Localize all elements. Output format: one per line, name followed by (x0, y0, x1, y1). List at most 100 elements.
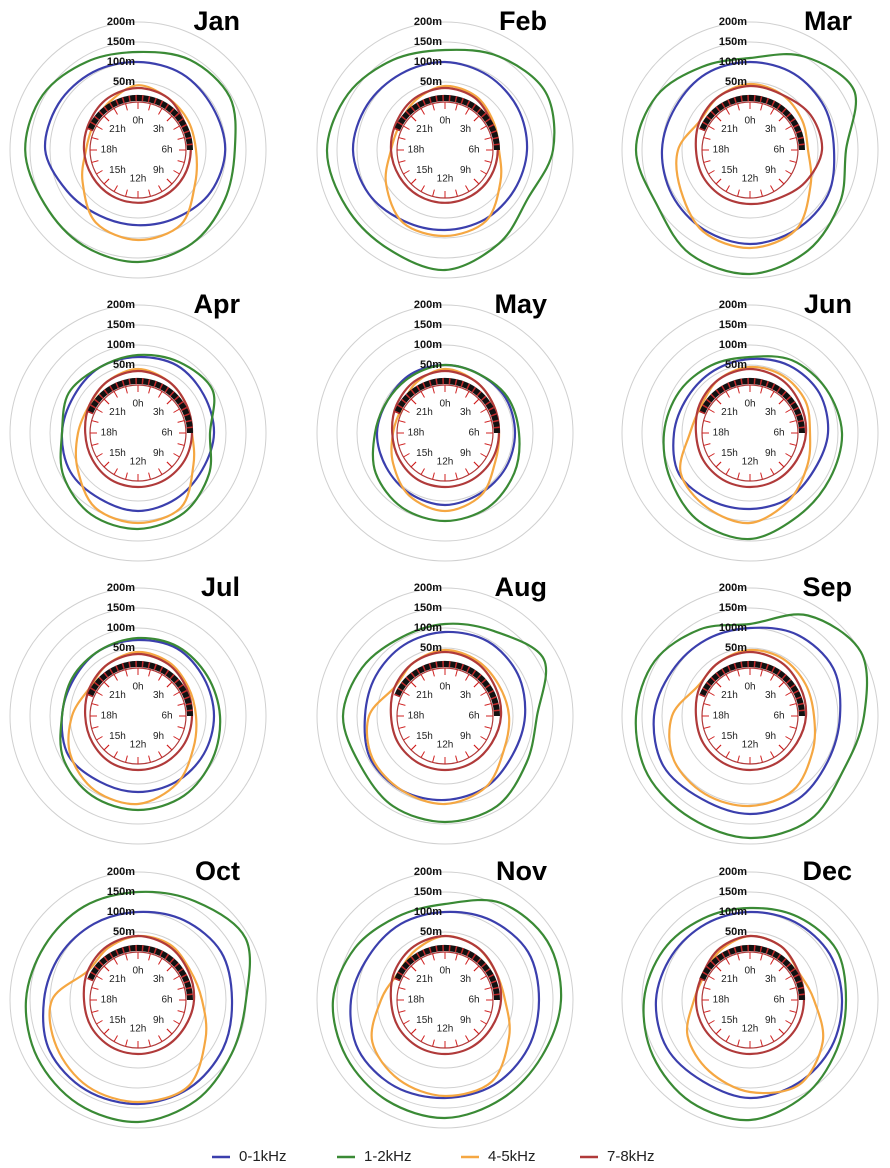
series-line: 0-1kHz (652, 626, 842, 816)
hour-tick (410, 744, 417, 751)
hour-tick-minor (708, 170, 715, 175)
hour-tick (103, 1028, 110, 1035)
hour-tick-minor (158, 751, 163, 758)
hour-label: 6h (773, 145, 784, 156)
hour-tick-minor (177, 703, 185, 706)
hour-label: 21h (109, 124, 126, 135)
hour-tick-minor (480, 125, 487, 130)
hour-label: 9h (765, 448, 776, 459)
hour-label: 21h (416, 407, 433, 418)
hour-tick-minor (398, 160, 406, 163)
radial-label: 200m (414, 299, 442, 311)
grid-circle (681, 364, 819, 502)
radial-label: 100m (107, 56, 135, 68)
hour-label: 12h (742, 1024, 759, 1035)
grid-circle (9, 21, 267, 279)
series-line: 1-2kHz (325, 48, 556, 272)
hour-label: 3h (460, 407, 471, 418)
grid-circle (9, 871, 267, 1129)
hour-tick (103, 115, 110, 122)
legend-label: 1-2kHz (364, 1148, 412, 1165)
polar-panel: 0-1kHz1-2kHz4-5kHz7-8kHz0h3h6h9h12h15h18… (316, 289, 574, 562)
hour-tick-minor (177, 987, 185, 990)
hour-tick-minor (420, 751, 425, 758)
hour-tick-minor (113, 391, 118, 398)
hour-label: 0h (744, 966, 755, 977)
hour-tick-minor (725, 185, 730, 192)
hour-tick (473, 461, 480, 468)
hour-label: 21h (109, 974, 126, 985)
hour-label: 21h (721, 690, 738, 701)
hour-label: 6h (468, 995, 479, 1006)
hour-label: 15h (721, 165, 738, 176)
hour-tick-minor (785, 736, 792, 741)
radial-label: 50m (420, 642, 442, 654)
hour-label: 15h (416, 1015, 433, 1026)
hour-tick-minor (703, 1010, 711, 1013)
hour-tick-minor (398, 987, 406, 990)
night-arc-dashes (87, 378, 193, 434)
hour-tick (473, 965, 480, 972)
hour-label: 0h (439, 399, 450, 410)
grid-circle (29, 607, 247, 825)
hour-tick-minor (403, 125, 410, 130)
hour-tick (715, 115, 722, 122)
hour-tick-minor (770, 674, 775, 681)
night-arc-dashes (699, 661, 805, 717)
hour-tick-minor (480, 691, 487, 696)
radial-label: 150m (719, 886, 747, 898)
hour-tick (166, 744, 173, 751)
hour-tick-minor (465, 108, 470, 115)
hour-tick-minor (177, 137, 185, 140)
hour-label: 18h (408, 711, 425, 722)
hour-tick-minor (455, 953, 458, 961)
hour-tick-minor (403, 736, 410, 741)
grid-circle (681, 647, 819, 785)
hour-tick-minor (125, 669, 128, 677)
hour-tick (778, 115, 785, 122)
polar-panel: 0-1kHz1-2kHz4-5kHz7-8kHz0h3h6h9h12h15h18… (621, 6, 879, 279)
hour-label: 9h (460, 448, 471, 459)
radial-label: 100m (414, 339, 442, 351)
series-line: 4-5kHz (679, 365, 812, 525)
hour-tick-minor (455, 103, 458, 111)
hour-tick-minor (789, 137, 797, 140)
hour-tick (778, 681, 785, 688)
hour-label: 0h (132, 399, 143, 410)
hour-label: 18h (101, 145, 118, 156)
hour-tick-minor (148, 103, 151, 111)
series-line: 1-2kHz (24, 50, 237, 264)
hour-tick-minor (96, 975, 103, 980)
hour-tick-minor (708, 1020, 715, 1025)
hour-tick (166, 461, 173, 468)
hour-tick-minor (465, 1035, 470, 1042)
hour-tick-minor (760, 669, 763, 677)
hour-label: 15h (416, 165, 433, 176)
hour-label: 0h (744, 399, 755, 410)
hour-tick-minor (708, 975, 715, 980)
hour-tick-minor (113, 674, 118, 681)
hour-tick-minor (148, 189, 151, 197)
hour-tick-minor (480, 975, 487, 980)
polar-panel: 0-1kHz1-2kHz4-5kHz7-8kHz0h3h6h9h12h15h18… (621, 856, 879, 1129)
radial-label: 50m (113, 642, 135, 654)
hour-label: 3h (153, 124, 164, 135)
radial-label: 200m (107, 866, 135, 878)
hour-label: 6h (161, 711, 172, 722)
hour-tick-minor (173, 975, 180, 980)
hour-tick-minor (173, 408, 180, 413)
night-arc-dashes (699, 95, 805, 151)
polar-panel: 0-1kHz1-2kHz4-5kHz7-8kHz0h3h6h9h12h15h18… (621, 289, 879, 562)
hour-label: 0h (439, 116, 450, 127)
hour-tick-minor (403, 691, 410, 696)
hour-tick-minor (148, 953, 151, 961)
hour-tick-minor (725, 391, 730, 398)
radial-label: 100m (107, 622, 135, 634)
radial-label: 200m (719, 866, 747, 878)
radial-label: 50m (113, 359, 135, 371)
hour-label: 18h (408, 145, 425, 156)
hour-tick-minor (148, 386, 151, 394)
hour-tick-minor (420, 674, 425, 681)
hour-tick (778, 965, 785, 972)
hour-tick-minor (113, 108, 118, 115)
